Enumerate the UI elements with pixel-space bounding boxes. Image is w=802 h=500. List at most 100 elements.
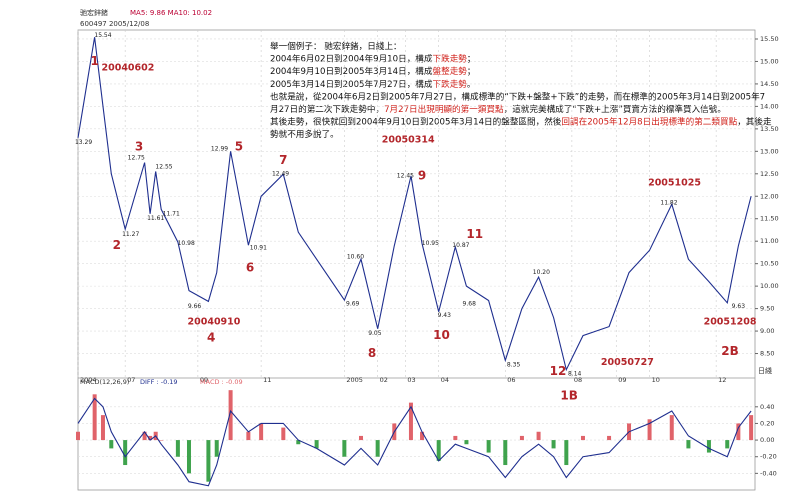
annotation-price: 12.99 — [211, 146, 228, 153]
y-tick-label: 13.50 — [760, 125, 779, 133]
annotation-price: 12.45 — [397, 173, 414, 180]
annotation-price: 11.82 — [660, 200, 677, 207]
annotation-number: 6 — [246, 261, 254, 275]
macd-bar — [206, 440, 211, 482]
annotation-number: 9 — [418, 169, 426, 183]
annotation-date: 20050314 — [382, 135, 435, 146]
annotation-number: 7 — [279, 153, 287, 167]
y-tick-label: 12.00 — [760, 192, 779, 200]
annotation-date: 20050727 — [601, 357, 654, 368]
macd-bar — [92, 394, 97, 441]
x-tick-label: 10 — [652, 376, 660, 384]
x-tick-label: 08 — [574, 376, 582, 384]
x-tick-label: 02 — [380, 376, 388, 384]
annotation-price: 13.29 — [75, 139, 92, 146]
annotation-price: 12.75 — [128, 155, 145, 162]
x-tick-label: 12 — [718, 376, 726, 384]
y-tick-label: 14.00 — [760, 102, 779, 110]
macd-bar — [725, 440, 730, 449]
commentary-text: 也就是說，從2004年6月2日到2005年7月27日，構成標準的“下跌+盤整+下… — [270, 90, 765, 102]
macd-bar — [214, 440, 219, 457]
x-tick-label: 06 — [507, 376, 515, 384]
annotation-price: 11.71 — [163, 211, 180, 218]
annotation-number: 4 — [207, 330, 215, 344]
annotation-number: 1 — [90, 54, 98, 68]
macd-bar — [342, 440, 347, 457]
annotation-number: 3 — [135, 139, 143, 153]
annotation-price: 8.35 — [507, 361, 521, 368]
annotation-price: 10.20 — [533, 269, 550, 276]
annotation-number: 11 — [466, 227, 483, 241]
commentary-text: ； — [467, 67, 476, 77]
y-tick-label: 9.00 — [760, 327, 774, 335]
x-tick-label: 2005 — [346, 376, 363, 384]
macd-bar — [464, 440, 469, 445]
legend-entry: DIFF : -0.19 — [140, 378, 178, 386]
y-tick-label: -0.20 — [760, 453, 777, 461]
macd-bar — [175, 440, 180, 457]
annotation-price: 11.27 — [122, 231, 139, 238]
highlight-text: 7月27日出現明顯的第一類買點 — [384, 103, 504, 115]
annotation-number: 8 — [368, 346, 376, 360]
annotation-date: 20051025 — [648, 177, 701, 188]
macd-bar — [453, 435, 458, 441]
x-tick-label: 04 — [441, 376, 449, 384]
commentary-text: 2004年6月02日到2004年9月10日，構成 — [270, 52, 433, 64]
y-tick-label: 10.00 — [760, 282, 779, 290]
macd-bar — [486, 440, 491, 453]
annotation-price: 12.55 — [155, 164, 172, 171]
annotation-price: 9.43 — [438, 312, 452, 319]
macd-bar — [607, 435, 612, 441]
y-tick-label: 11.50 — [760, 215, 779, 223]
annotation-number: 12 — [550, 364, 567, 378]
macd-bar — [647, 419, 652, 441]
commentary-text: ，其後走 — [737, 115, 772, 127]
macd-bar — [536, 431, 541, 441]
x-tick-label: 07 — [127, 376, 135, 384]
y-tick-label: 15.00 — [760, 57, 779, 65]
highlight-text: 下跌走勢 — [433, 77, 468, 89]
highlight-text: 下跌走勢 — [433, 52, 468, 64]
macd-bar — [580, 435, 585, 441]
macd-bar — [564, 440, 569, 466]
macd-bar — [296, 440, 301, 445]
annotation-price: 9.63 — [732, 303, 746, 310]
annotation-price: 10.98 — [178, 240, 195, 247]
annotation-date: 20040602 — [101, 63, 154, 74]
y-tick-label: 0.20 — [760, 419, 774, 427]
annotation-price: 9.05 — [368, 330, 382, 337]
y-tick-label: 14.50 — [760, 80, 779, 88]
annotation-date: 20051208 — [704, 317, 757, 328]
macd-bar — [359, 435, 364, 441]
annotation-price: 11.61 — [147, 215, 164, 222]
legend-entry: MACD : -0.09 — [200, 378, 243, 386]
commentary-text: 勢就不用多說了。 — [270, 128, 339, 140]
x-tick-label: 2004 — [80, 376, 97, 384]
y-tick-label: 9.50 — [760, 305, 774, 313]
annotation-price: 10.95 — [422, 240, 439, 247]
x-tick-label: 09 — [200, 376, 208, 384]
macd-bar — [503, 440, 508, 466]
macd-bar — [551, 440, 556, 449]
x-tick-label: 09 — [618, 376, 626, 384]
stock-name: 驰宏鋅鍺 — [80, 8, 108, 17]
macd-bar — [420, 431, 425, 441]
macd-bar — [76, 431, 80, 441]
macd-bar — [148, 435, 153, 441]
y-tick-label: 12.50 — [760, 170, 779, 178]
macd-bar — [314, 440, 319, 449]
y-tick-label: 0.00 — [760, 436, 774, 444]
y-tick-label: 13.00 — [760, 147, 779, 155]
macd-bar — [749, 415, 754, 441]
macd-bar — [686, 440, 691, 449]
annotation-number: 2 — [113, 238, 121, 252]
annotation-number: 10 — [433, 328, 450, 342]
macd-bar — [408, 402, 413, 441]
macd-bar — [159, 440, 164, 441]
annotation-number: 1B — [560, 389, 578, 403]
annotation-price: 12.49 — [272, 170, 289, 177]
y-tick-label: -0.40 — [760, 469, 777, 477]
commentary: 舉一個例子： 驰宏鋅鍺，日綫上： 2004年6月02日到2004年9月10日，構成… — [270, 40, 772, 140]
